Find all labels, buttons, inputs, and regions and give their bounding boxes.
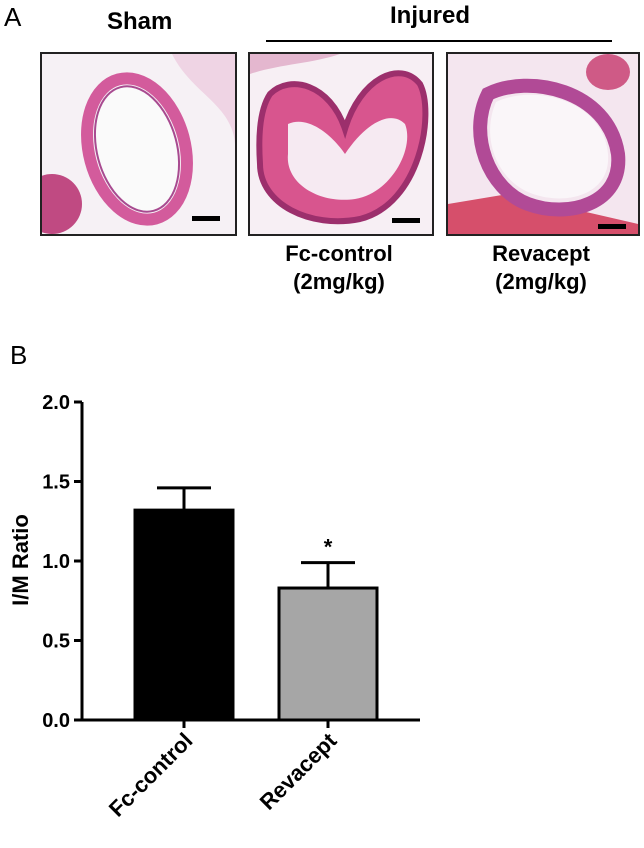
revacept-label-line2: (2mg/kg) xyxy=(495,269,587,294)
y-tick-label-0: 0.0 xyxy=(42,710,70,732)
bar-revacept xyxy=(277,586,379,722)
micrograph-sham xyxy=(40,52,237,236)
micrograph-sham-image xyxy=(42,54,235,234)
fc-control-label-line2: (2mg/kg) xyxy=(293,269,385,294)
x-tick-label-1: Revacept xyxy=(255,727,342,814)
sham-label: Sham xyxy=(107,8,173,35)
micrograph-fc-control-image xyxy=(250,54,432,234)
significance-marker-1: * xyxy=(324,535,333,560)
bar-chart: 0.0 0.5 1.0 1.5 2.0 * Fc-control Revacept I/M… xyxy=(8,392,420,822)
bar-fc-control xyxy=(133,508,235,722)
injured-bracket-line xyxy=(266,40,612,42)
panel-b-letter: B xyxy=(10,340,28,370)
micrograph-revacept xyxy=(446,52,640,236)
revacept-dose-label: Revacept (2mg/kg) xyxy=(446,240,636,296)
micrograph-revacept-image xyxy=(448,54,638,234)
y-tick-label-2: 1.0 xyxy=(42,551,70,573)
y-tick-label-3: 1.5 xyxy=(42,472,70,494)
y-tick-label-4: 2.0 xyxy=(42,392,70,414)
y-tick-label-1: 0.5 xyxy=(42,631,70,653)
fc-control-dose-label: Fc-control (2mg/kg) xyxy=(248,240,430,296)
bars-group: * xyxy=(133,486,379,722)
panel-a-letter: A xyxy=(4,2,22,32)
fc-control-label-line1: Fc-control xyxy=(285,241,393,266)
injured-label: Injured xyxy=(390,2,471,29)
x-labels-group: Fc-control Revacept xyxy=(104,720,342,822)
revacept-label-line1: Revacept xyxy=(492,241,590,266)
y-axis-label: I/M Ratio xyxy=(8,514,33,606)
x-tick-label-0: Fc-control xyxy=(104,728,198,822)
micrograph-fc-control xyxy=(248,52,434,236)
